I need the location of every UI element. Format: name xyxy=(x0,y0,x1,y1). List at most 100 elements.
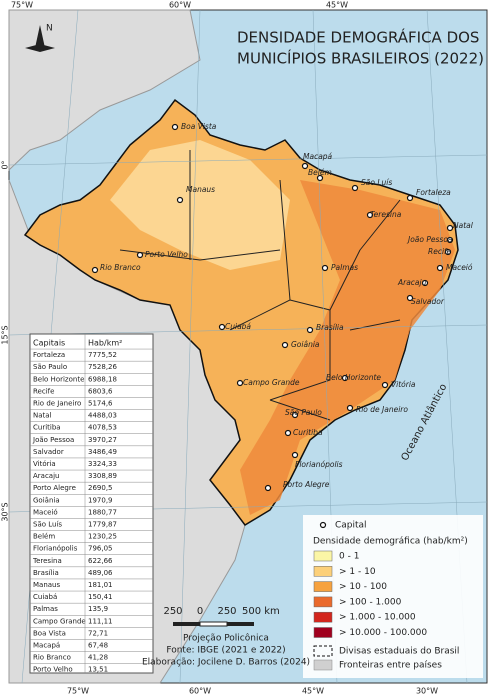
capital-dot xyxy=(351,184,359,192)
table-cell: Aracaju xyxy=(33,472,59,480)
capital-label: Rio Branco xyxy=(100,263,141,272)
graticule-label: 75°W xyxy=(11,1,33,10)
capital-label: São Luís xyxy=(361,178,392,187)
table-cell: 4078,53 xyxy=(88,424,117,432)
table-cell: Recife xyxy=(33,387,54,395)
capital-dot xyxy=(136,251,144,259)
capital-label: Palmas xyxy=(331,263,358,272)
table-cell: 72,71 xyxy=(88,629,108,637)
north-label: N xyxy=(46,24,53,34)
table-cell: 1230,25 xyxy=(88,533,117,541)
capitals: Boa Vista Macapá Manaus Belém São Luís Fortal… xyxy=(91,122,474,492)
table-header: Hab/km² xyxy=(88,339,122,348)
table-cell: Teresina xyxy=(32,557,62,565)
table-cell: Goiânia xyxy=(33,496,60,504)
table-cell: Belém xyxy=(33,533,55,541)
capital-label: Maceió xyxy=(446,263,473,272)
legend-capital-symbol xyxy=(319,521,327,529)
capital-dot xyxy=(176,196,184,204)
legend-state-swatch xyxy=(313,645,333,657)
capital-dot xyxy=(341,374,349,382)
legend-label: 0 - 1 xyxy=(339,552,359,562)
capital-dot xyxy=(91,266,99,274)
capital-dot xyxy=(381,381,389,389)
capital-dot xyxy=(421,279,429,287)
table-cell: Porto Velho xyxy=(33,666,73,674)
legend: Capital Densidade demográfica (hab/km²) 0 … xyxy=(313,521,468,671)
scale-label: 0 xyxy=(197,606,203,617)
table-cell: Rio de Janeiro xyxy=(33,400,81,408)
scale-label: 250 xyxy=(163,606,182,617)
table-cell: Fortaleza xyxy=(33,351,65,359)
capital-label: Porto Velho xyxy=(145,250,188,259)
north-arrow xyxy=(25,25,55,52)
title-line-1: DENSIDADE DEMOGRÁFICA DOS xyxy=(237,28,479,47)
table-cell: 796,05 xyxy=(88,545,113,553)
legend-swatch xyxy=(313,596,333,608)
capital-label: Manaus xyxy=(186,185,215,194)
table-cell: 3486,49 xyxy=(88,448,117,456)
legend-capital: Capital xyxy=(335,521,367,531)
amazon-low-density xyxy=(110,140,290,270)
capital-dot xyxy=(291,411,299,419)
table xyxy=(29,333,154,674)
capital-dot xyxy=(406,294,414,302)
capital-dot xyxy=(366,211,374,219)
legend-label: > 100 - 1.000 xyxy=(339,597,402,607)
capital-label: Brasília xyxy=(316,323,344,332)
table-cell: Macapá xyxy=(33,642,60,650)
table-cell: Curitiba xyxy=(33,424,61,432)
table-cell: Boa Vista xyxy=(33,629,66,637)
legend-title: Densidade demográfica (hab/km²) xyxy=(313,537,468,547)
graticule-label: 15°S xyxy=(1,325,10,344)
capital-label: Florianópolis xyxy=(295,460,343,469)
table-cell: 13,51 xyxy=(88,666,108,674)
capital-dot xyxy=(406,194,414,202)
capital-label: Aracaju xyxy=(397,278,427,287)
table-cell: 7528,26 xyxy=(88,363,117,371)
table-cell: Brasília xyxy=(33,569,59,577)
table-cell: 4488,03 xyxy=(88,412,117,420)
table-cell: 135,9 xyxy=(88,605,108,613)
table-cell: São Paulo xyxy=(33,363,67,371)
table-cell: Porto Alegre xyxy=(33,484,76,492)
table-cell: Cuiabá xyxy=(33,593,57,601)
credit: Elaboração: Jocilene D. Barros (2024) xyxy=(142,658,310,668)
table-cell: 622,66 xyxy=(88,557,113,565)
legend-country-swatch xyxy=(313,659,333,671)
legend-state: Divisas estaduais do Brasil xyxy=(339,647,459,657)
table-cell: Belo Horizonte xyxy=(33,375,84,383)
capital-dot xyxy=(284,429,292,437)
graticule-label: 30°S xyxy=(1,502,10,521)
legend-label: > 10.000 - 100.000 xyxy=(339,628,427,638)
capital-label: Boa Vista xyxy=(181,122,217,131)
table-cell: Manaus xyxy=(33,581,60,589)
graticule-label: 0° xyxy=(1,160,10,169)
capital-label: Vitória xyxy=(391,380,416,389)
table-cell: 1880,77 xyxy=(88,508,117,516)
table-cell: 3970,27 xyxy=(88,436,117,444)
parallel xyxy=(8,324,488,336)
east-high-density xyxy=(240,180,455,515)
capital-dot xyxy=(436,264,444,272)
title-line-2: MUNICÍPIOS BRASILEIROS (2022) xyxy=(237,49,484,68)
table-cell: 181,01 xyxy=(88,581,113,589)
capital-dot xyxy=(346,404,354,412)
capital-label: Natal xyxy=(453,221,474,230)
table-cell: 6988,18 xyxy=(88,375,117,383)
credit: Fonte: IBGE (2021 e 2022) xyxy=(166,646,285,656)
capital-dot xyxy=(236,379,244,387)
scale-label: 250 xyxy=(217,606,236,617)
graticule-label: 45°W xyxy=(302,687,324,696)
table-cell: 6803,6 xyxy=(88,387,113,395)
credit: Projeção Policônica xyxy=(183,633,269,644)
table-cell: Rio Branco xyxy=(33,654,71,662)
legend-label: > 1.000 - 10.000 xyxy=(339,613,416,623)
table-cell: Salvador xyxy=(33,448,64,456)
graticule-label: 30°W xyxy=(416,687,438,696)
capital-label: João Pessoa xyxy=(406,235,453,244)
table-cell: João Pessoa xyxy=(32,436,74,444)
capital-dot xyxy=(444,248,452,256)
legend-swatch xyxy=(313,550,333,562)
legend-label: > 10 - 100 xyxy=(339,582,387,592)
